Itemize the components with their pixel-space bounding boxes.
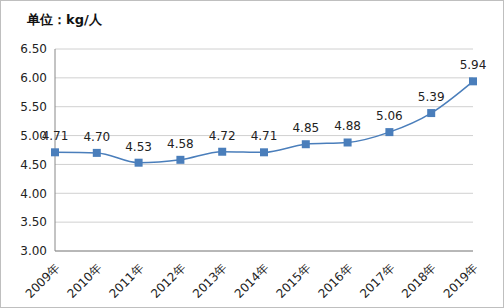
svg-text:5.39: 5.39 bbox=[418, 90, 445, 104]
svg-text:4.70: 4.70 bbox=[83, 130, 110, 144]
svg-text:4.71: 4.71 bbox=[251, 129, 278, 143]
svg-text:2017年: 2017年 bbox=[357, 261, 397, 301]
svg-text:4.58: 4.58 bbox=[167, 137, 194, 151]
svg-text:2019年: 2019年 bbox=[441, 261, 481, 301]
svg-text:5.06: 5.06 bbox=[376, 109, 403, 123]
svg-text:2016年: 2016年 bbox=[315, 261, 355, 301]
svg-text:4.53: 4.53 bbox=[125, 140, 152, 154]
svg-text:2018年: 2018年 bbox=[399, 261, 439, 301]
svg-text:4.71: 4.71 bbox=[42, 129, 69, 143]
svg-text:2010年: 2010年 bbox=[65, 261, 105, 301]
svg-text:4.85: 4.85 bbox=[292, 121, 319, 135]
svg-text:2015年: 2015年 bbox=[274, 261, 314, 301]
html-text:单位：kg/人: 单位：kg/人 bbox=[27, 12, 102, 27]
svg-text:3.50: 3.50 bbox=[20, 215, 47, 229]
svg-text:6.00: 6.00 bbox=[20, 71, 47, 85]
svg-text:2014年: 2014年 bbox=[232, 261, 272, 301]
svg-text:5.50: 5.50 bbox=[20, 100, 47, 114]
svg-text:4.88: 4.88 bbox=[334, 119, 361, 133]
svg-text:4.00: 4.00 bbox=[20, 187, 47, 201]
svg-text:5.00: 5.00 bbox=[20, 128, 47, 143]
svg-text:2009年: 2009年 bbox=[23, 261, 63, 301]
svg-text:6.50: 6.50 bbox=[20, 42, 47, 56]
svg-text:4.72: 4.72 bbox=[209, 129, 236, 143]
svg-text:4.50: 4.50 bbox=[20, 158, 47, 172]
svg-text:5.94: 5.94 bbox=[460, 58, 487, 72]
svg-text:2011年: 2011年 bbox=[106, 261, 146, 301]
svg-text:3.00: 3.00 bbox=[20, 244, 47, 258]
svg-text:2012年: 2012年 bbox=[148, 261, 188, 301]
svg-text:2013年: 2013年 bbox=[190, 261, 230, 301]
